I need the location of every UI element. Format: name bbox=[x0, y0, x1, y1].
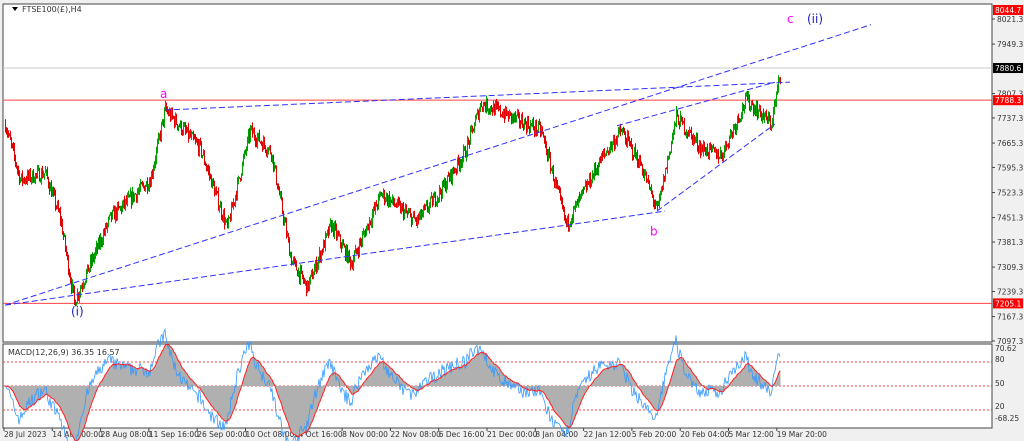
x-tick-label: 24 Oct 16:00 bbox=[294, 430, 343, 439]
x-tick-label: 28 Aug 08:00 bbox=[101, 430, 152, 439]
price-label: 8044.7 bbox=[995, 6, 1021, 15]
price-label: 7788.3 bbox=[995, 96, 1021, 105]
x-tick-label: 11 Sep 16:00 bbox=[149, 430, 199, 439]
trendline[interactable] bbox=[164, 81, 791, 111]
x-tick-label: 22 Nov 08:00 bbox=[390, 430, 441, 439]
price-label: 7880.6 bbox=[995, 64, 1021, 73]
y-tick-label: 7239.3 bbox=[997, 287, 1023, 296]
y-tick-label: 7167.3 bbox=[997, 313, 1023, 322]
wave-label: (ii) bbox=[807, 12, 823, 26]
x-tick-label: 19 Mar 20:00 bbox=[777, 430, 827, 439]
y-tick-label: 7097.3 bbox=[997, 337, 1023, 346]
macd-tick-label: -68.25 bbox=[995, 414, 1019, 423]
x-tick-label: 26 Sep 00:00 bbox=[197, 430, 247, 439]
y-tick-label: 7949.3 bbox=[997, 40, 1023, 49]
x-tick-label: 8 Jan 04:00 bbox=[535, 430, 578, 439]
trendline[interactable] bbox=[4, 210, 666, 306]
main-panel bbox=[2, 3, 993, 343]
macd-label: MACD(12,26,9) 36.35 16.57 bbox=[8, 348, 120, 357]
macd-tick-label: 50 bbox=[995, 379, 1005, 388]
price-label: 7205.1 bbox=[995, 299, 1021, 308]
y-tick-label: 7595.3 bbox=[997, 163, 1023, 172]
macd-tick-label: 20 bbox=[995, 402, 1005, 411]
y-tick-label: 7665.3 bbox=[997, 139, 1023, 148]
price-label-box bbox=[993, 63, 1023, 74]
price-label-box bbox=[993, 95, 1023, 106]
y-tick-label: 7381.3 bbox=[997, 238, 1023, 247]
x-tick-label: 5 Feb 20:00 bbox=[632, 430, 677, 439]
macd-tick-label: 70.62 bbox=[995, 344, 1017, 353]
dropdown-icon[interactable] bbox=[12, 7, 18, 11]
trendline[interactable] bbox=[616, 81, 776, 127]
macd-tick-label: 80 bbox=[995, 355, 1005, 364]
wave-label: b bbox=[650, 224, 658, 238]
price-label-box bbox=[993, 298, 1023, 309]
y-tick-label: 8021.3 bbox=[997, 15, 1023, 24]
x-tick-label: 5 Mar 12:00 bbox=[729, 430, 775, 439]
x-tick-label: 21 Dec 00:00 bbox=[487, 430, 538, 439]
y-tick-label: 7451.3 bbox=[997, 214, 1023, 223]
price-label-box bbox=[993, 5, 1023, 15]
trendline[interactable] bbox=[656, 123, 776, 212]
wave-label: (i) bbox=[71, 305, 84, 319]
x-tick-label: 20 Feb 04:00 bbox=[680, 430, 729, 439]
y-tick-label: 7807.3 bbox=[997, 90, 1023, 99]
y-tick-label: 7309.3 bbox=[997, 263, 1023, 272]
x-tick-label: 22 Jan 12:00 bbox=[584, 430, 632, 439]
signal-line bbox=[4, 343, 781, 441]
wave-label: c bbox=[787, 12, 794, 26]
x-tick-label: 8 Nov 00:00 bbox=[342, 430, 388, 439]
macd-line bbox=[4, 328, 781, 441]
x-tick-label: 28 Jul 2023 bbox=[4, 430, 47, 439]
chart-title: FTSE100(£),H4 bbox=[22, 5, 82, 14]
wave-label: a bbox=[160, 87, 167, 101]
x-tick-label: 6 Dec 16:00 bbox=[439, 430, 485, 439]
trendline[interactable] bbox=[4, 24, 872, 306]
y-tick-label: 7523.3 bbox=[997, 189, 1023, 198]
x-tick-label: 10 Oct 08:00 bbox=[246, 430, 295, 439]
y-tick-label: 7737.3 bbox=[997, 114, 1023, 123]
